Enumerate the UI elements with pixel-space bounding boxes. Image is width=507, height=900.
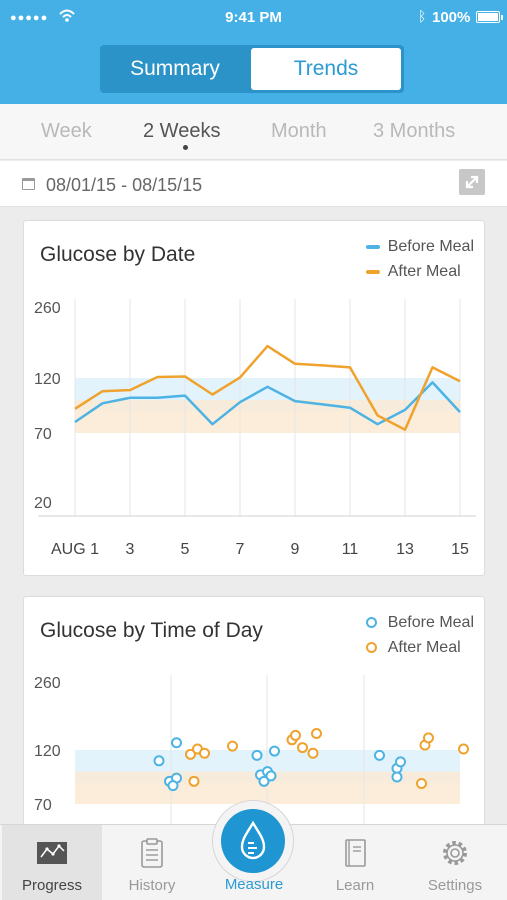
- glucose-scatter-chart: 260 120 70: [34, 675, 469, 837]
- before-meal-series-line: [74, 381, 461, 426]
- after-target-band: [75, 400, 460, 433]
- y-tick-label: 120: [34, 743, 61, 760]
- tab-history[interactable]: History: [102, 825, 202, 900]
- gear-icon: [443, 841, 467, 865]
- active-range-indicator: [183, 145, 188, 150]
- legend-label: After Meal: [387, 639, 461, 656]
- before-meal-point: [269, 745, 280, 757]
- range-month[interactable]: Month: [271, 120, 327, 142]
- y-tick-label: 260: [34, 675, 61, 692]
- tab-trends[interactable]: Trends: [251, 48, 401, 90]
- before-meal-point: [391, 771, 403, 783]
- view-switcher: Summary Trends: [100, 45, 404, 93]
- x-tick-label: 5: [181, 541, 190, 558]
- expand-icon: [465, 175, 479, 189]
- glucose-by-time-card: Glucose by Time of Day Before Meal After…: [23, 596, 485, 837]
- x-tick-label: 7: [236, 541, 245, 558]
- glucose-by-date-card: Glucose by Date Before Meal After Meal 2…: [23, 220, 485, 576]
- battery-percent: 100%: [432, 9, 471, 26]
- x-tick-label: 13: [396, 541, 414, 558]
- after-meal-point: [290, 729, 301, 741]
- glucose-line-chart: 260 120 70 20 AUG 1 3 5 7 9 11 13 15: [34, 299, 476, 558]
- after-meal-point: [227, 740, 238, 752]
- tab-summary[interactable]: Summary: [130, 57, 220, 80]
- signal-icon: ●●●●●: [10, 12, 49, 24]
- tab-label: Progress: [21, 877, 83, 894]
- clipboard-icon: [141, 838, 163, 868]
- chart-legend: Before Meal After Meal: [365, 237, 474, 287]
- x-tick-label: 15: [451, 541, 469, 558]
- before-meal-point: [171, 737, 182, 749]
- chart-title: Glucose by Time of Day: [40, 619, 263, 642]
- after-meal-point: [307, 747, 319, 759]
- bluetooth-icon: ᛒ: [418, 8, 427, 24]
- before-meal-point: [153, 755, 165, 767]
- after-meal-point: [416, 777, 427, 789]
- book-icon: [345, 839, 366, 867]
- before-meal-swatch: [365, 617, 377, 628]
- y-tick-label: 70: [34, 797, 52, 814]
- after-meal-series-line: [74, 344, 461, 431]
- status-time: 9:41 PM: [225, 9, 282, 26]
- before-meal-point: [167, 780, 179, 792]
- after-meal-swatch: [365, 642, 377, 653]
- tab-settings[interactable]: Settings: [405, 825, 505, 900]
- after-meal-point: [458, 743, 469, 755]
- x-tick-label: 3: [126, 541, 135, 558]
- after-meal-swatch: [365, 270, 380, 274]
- tab-learn[interactable]: Learn: [305, 825, 405, 900]
- measure-button[interactable]: [221, 809, 285, 873]
- before-meal-point: [374, 749, 385, 761]
- expand-button[interactable]: [459, 169, 485, 195]
- after-meal-point: [185, 748, 196, 760]
- legend-label: Before Meal: [387, 614, 474, 631]
- status-bar: ●●●●● 9:41 PM ᛒ 100%: [0, 0, 507, 36]
- after-meal-point: [199, 747, 210, 759]
- before-meal-point: [258, 775, 270, 787]
- tab-label: Settings: [427, 877, 483, 894]
- progress-chart-icon: [37, 842, 67, 864]
- x-tick-label: AUG 1: [51, 541, 99, 558]
- range-week[interactable]: Week: [41, 120, 92, 142]
- y-tick-label: 120: [34, 371, 61, 388]
- chart-title: Glucose by Date: [40, 243, 196, 266]
- y-tick-label: 260: [34, 300, 61, 317]
- tab-measure-label[interactable]: Measure: [224, 876, 284, 893]
- before-meal-point: [265, 770, 277, 782]
- x-tick-label: 11: [342, 541, 359, 558]
- legend-item-before: Before Meal: [365, 613, 474, 638]
- battery-icon: [476, 11, 503, 23]
- date-range[interactable]: 08/01/15 - 08/15/15: [46, 175, 203, 195]
- after-meal-point: [297, 742, 308, 754]
- after-meal-point: [311, 727, 322, 739]
- tab-label: Learn: [335, 877, 375, 894]
- range-2-weeks[interactable]: 2 Weeks: [143, 120, 221, 142]
- before-meal-point: [395, 756, 406, 768]
- legend-label: After Meal: [387, 263, 461, 280]
- drop-icon: [240, 820, 266, 860]
- y-tick-label: 70: [34, 426, 52, 443]
- before-meal-point: [251, 749, 263, 761]
- tab-progress[interactable]: Progress: [2, 825, 102, 900]
- before-meal-swatch: [365, 245, 380, 249]
- legend-item-after: After Meal: [365, 638, 474, 663]
- header: ●●●●● 9:41 PM ᛒ 100% Summary Trends: [0, 0, 507, 104]
- tab-label: History: [128, 877, 176, 894]
- chart-legend: Before Meal After Meal: [365, 613, 474, 663]
- date-range-bar: 08/01/15 - 08/15/15: [0, 161, 507, 207]
- legend-item-after: After Meal: [365, 262, 474, 287]
- calendar-icon: [22, 178, 35, 190]
- range-3-months[interactable]: 3 Months: [373, 120, 456, 142]
- legend-item-before: Before Meal: [365, 237, 474, 262]
- after-meal-point: [423, 732, 434, 744]
- legend-label: Before Meal: [387, 238, 474, 255]
- after-meal-point: [188, 775, 200, 787]
- range-selector: Week 2 Weeks Month 3 Months: [0, 104, 507, 160]
- x-tick-label: 9: [291, 541, 300, 558]
- wifi-icon: [59, 9, 75, 22]
- y-tick-label: 20: [34, 495, 52, 512]
